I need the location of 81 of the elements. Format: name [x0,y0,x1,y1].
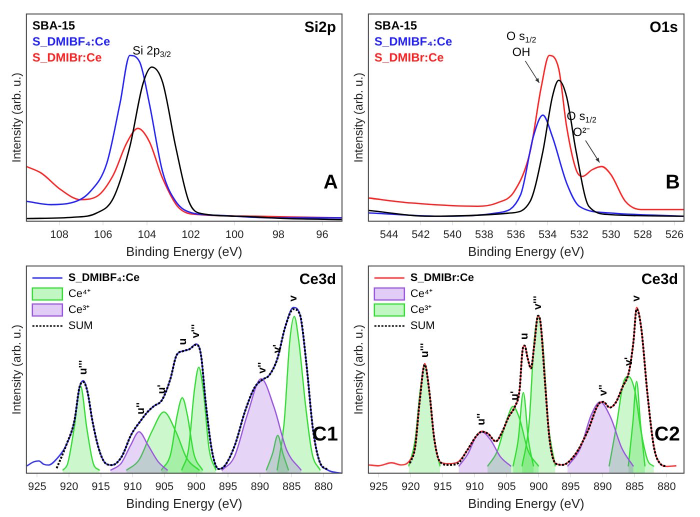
x-axis-title: Binding Energy (eV) [468,244,584,259]
annotation: u''' [77,360,90,375]
annotation: u [177,338,190,346]
x-tick-label: 910 [465,480,484,493]
text: S_DMIBr:Ce [32,50,102,64]
x-tick-label: 900 [187,480,206,493]
text: SBA-15 [32,18,76,32]
x-tick-label: 900 [530,480,548,493]
annotation: v' [271,344,284,354]
legend-label: S_DMIBr:Ce [410,272,474,284]
legend-label: SUM [68,320,93,332]
x-tick-label: 890 [250,480,270,493]
chart-title: O1s [650,19,678,36]
x-tick-label: 530 [602,228,620,241]
x-tick-label: 920 [401,480,420,493]
x-tick-label: 890 [594,480,612,493]
x-tick-label: 905 [497,480,516,493]
annotation: v [630,294,643,302]
annotation: u'' [135,402,148,414]
x-axis-title: Binding Energy (eV) [126,244,242,259]
annotation: C2 [654,424,680,446]
x-tick-label: 915 [433,480,452,493]
x-tick-label: 106 [94,228,112,241]
legend-label: Ce³⁺ [410,304,432,316]
x-tick-label: 880 [314,480,333,493]
x-tick-label: 542 [412,228,430,241]
annotation: v [287,294,300,302]
x-tick-label: 534 [538,228,557,241]
x-tick-label: 538 [474,228,494,241]
legend-label: SUM [410,320,435,332]
x-tick-label: 544 [380,228,398,241]
x-tick-label: 920 [60,480,78,493]
x-tick-label: 925 [28,480,46,493]
x-tick-label: 532 [570,228,589,241]
x-tick-label: 880 [658,480,676,493]
x-tick-label: 536 [506,228,526,241]
x-axis-title: Binding Energy (eV) [468,496,584,511]
legend-label: Ce³⁺ [68,304,90,316]
x-tick-label: 96 [316,228,328,241]
annotation: u''' [418,342,431,358]
annotation: A [324,172,338,194]
x-axis-title: Binding Energy (eV) [126,496,242,511]
annotation: u' [156,384,168,394]
annotation: v''' [190,324,202,338]
y-axis-title: Intensity (arb. u.) [352,72,366,163]
legend-label: Ce⁴⁺ [410,288,434,300]
chart-title: Ce3d [299,271,336,288]
x-tick-label: 925 [369,480,388,493]
x-tick-label: 108 [50,228,68,241]
x-tick-label: 915 [92,480,110,493]
text: S_DMIBF₄:Ce [374,34,452,48]
x-tick-label: 895 [562,480,580,493]
x-tick-label: 885 [626,480,644,493]
x-tick-label: 100 [225,228,244,241]
annotation: u [518,332,531,340]
text: S_DMIBr:Ce [374,50,444,64]
chart-title: Si2p [304,19,336,36]
annotation: v''' [532,295,544,310]
annotation: v'' [256,362,269,374]
annotation: B [666,172,680,194]
y-axis-title: Intensity (arb. u.) [10,72,24,163]
text: SBA-15 [374,18,418,32]
x-tick-label: 895 [218,480,238,493]
legend-label: S_DMIBF₄:Ce [68,272,140,284]
series-label: S_DMIBF₄:Ce [32,34,110,48]
annotation: u' [509,390,522,400]
y-axis-title: Intensity (arb. u.) [10,324,24,415]
x-tick-label: 98 [272,228,285,241]
annotation: u'' [476,412,488,426]
x-tick-label: 526 [665,228,684,241]
x-tick-label: 540 [443,228,462,241]
legend-label: Ce⁴⁺ [68,288,92,300]
x-tick-label: 905 [155,480,174,493]
x-tick-label: 104 [138,228,156,241]
x-tick-label: 910 [123,480,142,493]
y-axis-title: Intensity (arb. u.) [352,324,366,415]
x-tick-label: 528 [634,228,652,241]
x-tick-label: 102 [182,228,200,241]
annotation: v'' [597,384,610,396]
chart-title: Ce3d [641,271,678,288]
x-tick-label: 885 [282,480,301,493]
